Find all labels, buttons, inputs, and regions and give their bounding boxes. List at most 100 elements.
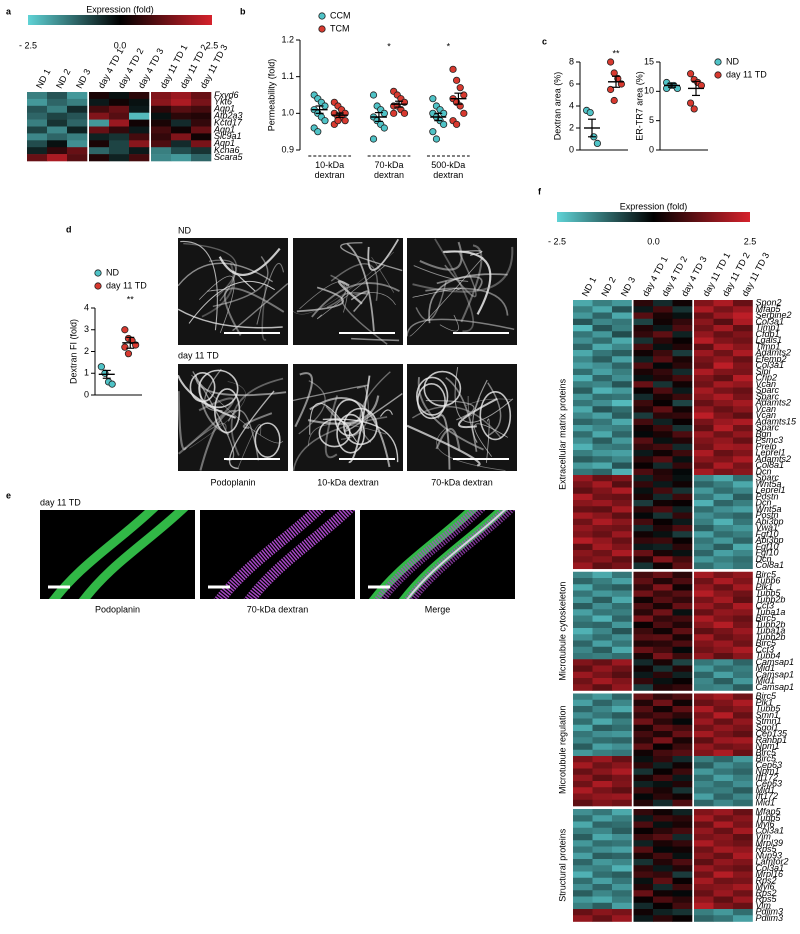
heatmap-cell xyxy=(713,562,734,570)
data-point xyxy=(593,139,602,147)
heatmap-cell xyxy=(573,387,593,395)
heatmap-cell xyxy=(573,634,593,641)
row-label: Plk1 xyxy=(756,582,774,592)
heatmap-cell xyxy=(633,884,654,891)
heatmap-cell xyxy=(733,909,753,916)
tissue-fiber xyxy=(344,392,403,432)
heatmap-cell xyxy=(653,603,673,610)
heatmap-cell xyxy=(694,468,714,476)
tissue-fiber xyxy=(308,423,387,446)
heatmap-cell xyxy=(633,621,654,629)
heatmap-cell xyxy=(672,712,693,719)
heatmap-cell xyxy=(694,343,714,351)
vessel-ring xyxy=(189,372,216,403)
heatmap-cell xyxy=(633,318,654,326)
row-label: Col8a1 xyxy=(756,560,785,570)
heatmap-cell xyxy=(612,890,632,897)
heatmap-cell xyxy=(573,603,593,610)
legend-label: day 11 TD xyxy=(726,69,767,79)
heatmap-cell xyxy=(694,724,714,732)
heatmap-cell xyxy=(633,756,654,763)
heatmap-cell xyxy=(653,821,673,829)
heatmap-cell xyxy=(733,425,753,432)
row-label: Adamts2 xyxy=(755,454,792,464)
heatmap-cell xyxy=(612,809,632,816)
heatmap-cell xyxy=(592,481,613,488)
heatmap-cell xyxy=(733,556,753,563)
heatmap-cell xyxy=(733,890,753,897)
tissue-fiber xyxy=(178,391,187,451)
heatmap-cell xyxy=(633,481,654,488)
heatmap-cell xyxy=(89,98,110,107)
heatmap-cell xyxy=(672,343,693,351)
panel-letter: e xyxy=(6,490,11,500)
heatmap-cell xyxy=(612,300,632,307)
legend-label: ND xyxy=(726,56,739,66)
data-point xyxy=(341,117,349,125)
row-label: Tubb2b xyxy=(756,594,786,604)
heatmap-cell xyxy=(713,768,734,776)
data-point xyxy=(314,128,322,136)
data-point xyxy=(429,128,437,136)
heatmap-cell xyxy=(713,834,734,841)
heatmap-cell xyxy=(592,456,613,463)
heatmap-cell xyxy=(733,724,753,732)
heatmap-cell xyxy=(592,852,613,860)
heatmap-cell xyxy=(653,724,673,732)
heatmap-cell xyxy=(653,525,673,532)
heatmap-cell xyxy=(713,306,734,313)
row-label: Birc5 xyxy=(756,613,777,623)
heatmap-cell xyxy=(733,406,753,413)
heatmap-cell xyxy=(592,462,613,470)
heatmap-cell xyxy=(612,512,632,520)
heatmap-cell xyxy=(713,743,734,751)
heatmap-cell xyxy=(592,693,613,701)
heatmap-cell xyxy=(633,590,654,598)
heatmap-cell xyxy=(713,846,734,854)
heatmap-cell xyxy=(612,793,632,801)
heatmap-cell xyxy=(694,718,714,726)
heatmap-cell xyxy=(573,487,593,495)
heatmap-cell xyxy=(653,749,673,757)
heatmap-cell xyxy=(653,665,673,673)
heatmap-cell xyxy=(612,425,632,432)
heatmap-cell xyxy=(713,781,734,788)
heatmap-cell xyxy=(733,431,753,438)
heatmap-cell xyxy=(653,437,673,445)
tissue-fiber xyxy=(439,314,459,332)
heatmap-cell xyxy=(694,368,714,376)
tissue-fiber xyxy=(178,262,274,287)
heatmap-cell xyxy=(713,877,734,885)
heatmap-cell xyxy=(171,119,192,127)
row-label: Bgn xyxy=(756,429,772,439)
heatmap-cell xyxy=(713,318,734,326)
heatmap-cell xyxy=(612,896,632,904)
heatmap-cell xyxy=(592,909,613,916)
heatmap-cell xyxy=(151,154,172,162)
heatmap-cell xyxy=(612,368,632,376)
data-point xyxy=(453,120,461,128)
heatmap-cell xyxy=(672,481,693,488)
heatmap-cell xyxy=(733,678,753,685)
heatmap-cell xyxy=(694,659,714,666)
heatmap-cell xyxy=(129,119,150,127)
data-point xyxy=(429,95,437,103)
heatmap-cell xyxy=(672,799,693,807)
tissue-fiber xyxy=(324,395,339,459)
tissue-fiber xyxy=(293,384,369,402)
row-label: Cep63 xyxy=(756,779,783,789)
heatmap-cell xyxy=(653,337,673,345)
heatmap-cell xyxy=(733,350,753,357)
heatmap-cell xyxy=(573,902,593,910)
heatmap-cell xyxy=(713,325,734,332)
heatmap-cell xyxy=(573,375,593,382)
legend-label: ND xyxy=(106,267,119,277)
heatmap-cell xyxy=(612,462,632,470)
legend-marker xyxy=(714,58,722,66)
heatmap-cell xyxy=(672,356,693,363)
y-axis-label: Permeability (fold) xyxy=(266,59,276,132)
heatmap-cell xyxy=(653,671,673,679)
heatmap-cell xyxy=(573,640,593,648)
heatmap-cell xyxy=(713,431,734,438)
row-label: Lamtor2 xyxy=(756,857,789,867)
